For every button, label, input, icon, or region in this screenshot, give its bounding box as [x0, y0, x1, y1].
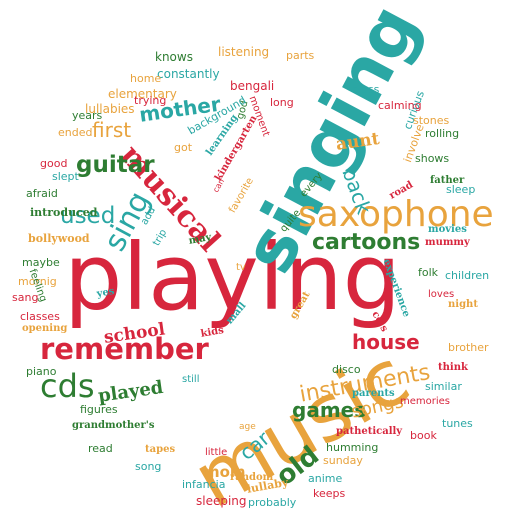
word-trying: trying [134, 94, 167, 107]
word-opening: opening [22, 323, 68, 334]
word-piano: piano [26, 365, 57, 378]
word-introduced: introduced [30, 206, 98, 219]
word-loves: loves [428, 289, 455, 300]
word-calming: calming [378, 99, 422, 112]
word-mornig: mornig [18, 275, 57, 288]
word-bengali: bengali [230, 79, 275, 93]
word-kindergarten: kindergarten [213, 113, 260, 183]
word-grandmother-s: grandmother's [72, 420, 155, 431]
word-memories: memories [400, 396, 451, 407]
word-father: father [430, 175, 465, 186]
word-constantly: constantly [157, 67, 220, 81]
word-sleeping: sleeping [196, 494, 247, 508]
word-house: house [352, 330, 420, 354]
word-song: song [135, 460, 162, 473]
word-still: still [182, 374, 200, 385]
word-remember: remember [40, 332, 209, 366]
word-good: good [40, 157, 68, 170]
word-random: random [230, 472, 274, 483]
word-maybe: maybe [22, 256, 60, 269]
word-little: little [205, 447, 228, 458]
word-elementary: elementary [108, 87, 177, 101]
word-first: first [92, 118, 132, 142]
word-knows: knows [155, 50, 193, 64]
word-bollywood: bollywood [28, 232, 90, 245]
word-parts: parts [286, 49, 315, 62]
word-home: home [130, 72, 162, 85]
word-age: age [239, 422, 256, 432]
word-children: children [445, 269, 490, 282]
word-similar: similar [425, 380, 462, 393]
word-kids: kids [199, 324, 225, 340]
word-folk: folk [418, 266, 439, 279]
word-cds: cds [40, 367, 95, 405]
word-years: years [72, 109, 103, 122]
word-used: used [60, 203, 116, 229]
word-can: can [211, 177, 227, 194]
word-mom: mom [204, 463, 246, 481]
word-read: read [88, 442, 113, 455]
word-cartoons: cartoons [312, 230, 421, 255]
word-playing: playing [64, 224, 402, 331]
word-infancia: infancia [182, 478, 226, 491]
word-got: got [174, 141, 193, 154]
word-guitar: guitar [76, 152, 155, 178]
word-probably: probably [248, 496, 297, 509]
word-stones: stones [413, 114, 450, 127]
word-sunday: sunday [323, 454, 363, 467]
word-ended: ended [58, 126, 93, 139]
word-slept: slept [52, 170, 79, 183]
word-shows: shows [415, 152, 450, 165]
word-rolling: rolling [425, 127, 460, 140]
word-disco: disco [332, 363, 361, 376]
word-long: long [270, 96, 294, 109]
word-played: played [96, 376, 165, 407]
word-parents: parents [352, 388, 395, 399]
word-tv: tv [236, 262, 246, 273]
word-pathetically: pathetically [336, 426, 403, 437]
word-saxophone: saxophone [298, 194, 494, 235]
word-think: think [438, 362, 468, 373]
word-mummy: mummy [425, 237, 470, 248]
word-book: book [410, 429, 437, 442]
word-tunes: tunes [442, 417, 473, 430]
word-keeps: keeps [313, 487, 346, 500]
word-humming: humming [326, 441, 379, 454]
word-sleep: sleep [446, 183, 476, 196]
word-aunt: aunt [334, 128, 381, 155]
word-classes: classes [20, 310, 60, 323]
word-night: night [448, 299, 478, 310]
word-figures: figures [80, 403, 118, 416]
word-class: class [352, 83, 380, 96]
word-games: games [292, 398, 367, 422]
word-lullabies: lullabies [85, 102, 135, 116]
word-listening: listening [218, 45, 270, 59]
word-afraid: afraid [26, 187, 58, 200]
word-movies: movies [428, 224, 467, 235]
word-sang: sang [12, 291, 39, 304]
word-tapes: tapes [145, 444, 176, 455]
word-anime: anime [308, 472, 343, 485]
word-brother: brother [448, 341, 489, 354]
